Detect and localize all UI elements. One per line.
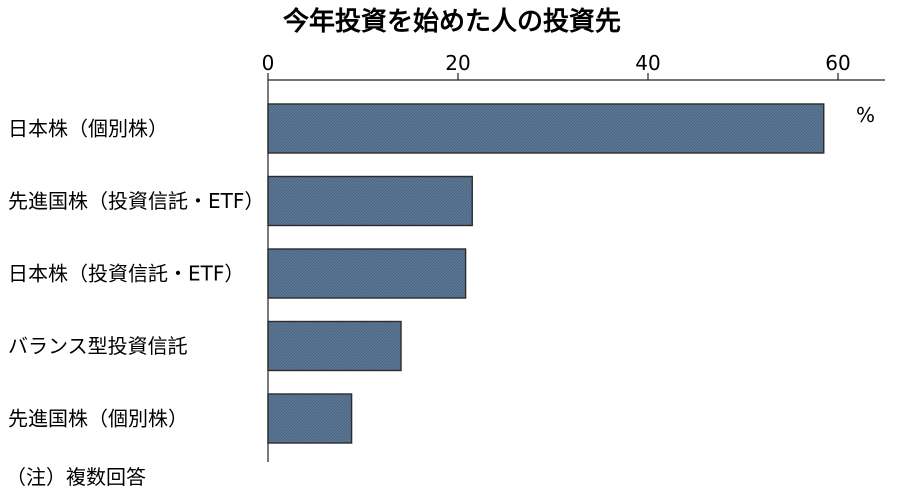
category-label: 日本株（個別株） xyxy=(8,117,168,141)
category-label: バランス型投資信託 xyxy=(8,334,188,358)
category-label: 先進国株（投資信託・ETF） xyxy=(8,189,264,213)
chart-title: 今年投資を始めた人の投資先 xyxy=(283,6,621,37)
x-tick-label: 20 xyxy=(445,51,470,75)
x-tick-label: 60 xyxy=(825,51,850,75)
bars xyxy=(267,103,825,444)
bar xyxy=(267,248,467,299)
unit-label: % xyxy=(856,103,875,127)
footnote: （注）複数回答 xyxy=(6,465,146,489)
category-labels: 日本株（個別株） 先進国株（投資信託・ETF） 日本株（投資信託・ETF） バランス型… xyxy=(8,117,264,431)
x-tick-label: 40 xyxy=(635,51,660,75)
category-label: 日本株（投資信託・ETF） xyxy=(8,262,244,286)
bar xyxy=(267,320,402,372)
category-label: 先進国株（個別株） xyxy=(8,407,188,431)
bar xyxy=(267,103,825,154)
bar xyxy=(267,393,353,444)
x-tick-label: 0 xyxy=(262,51,275,75)
bar xyxy=(267,175,473,227)
